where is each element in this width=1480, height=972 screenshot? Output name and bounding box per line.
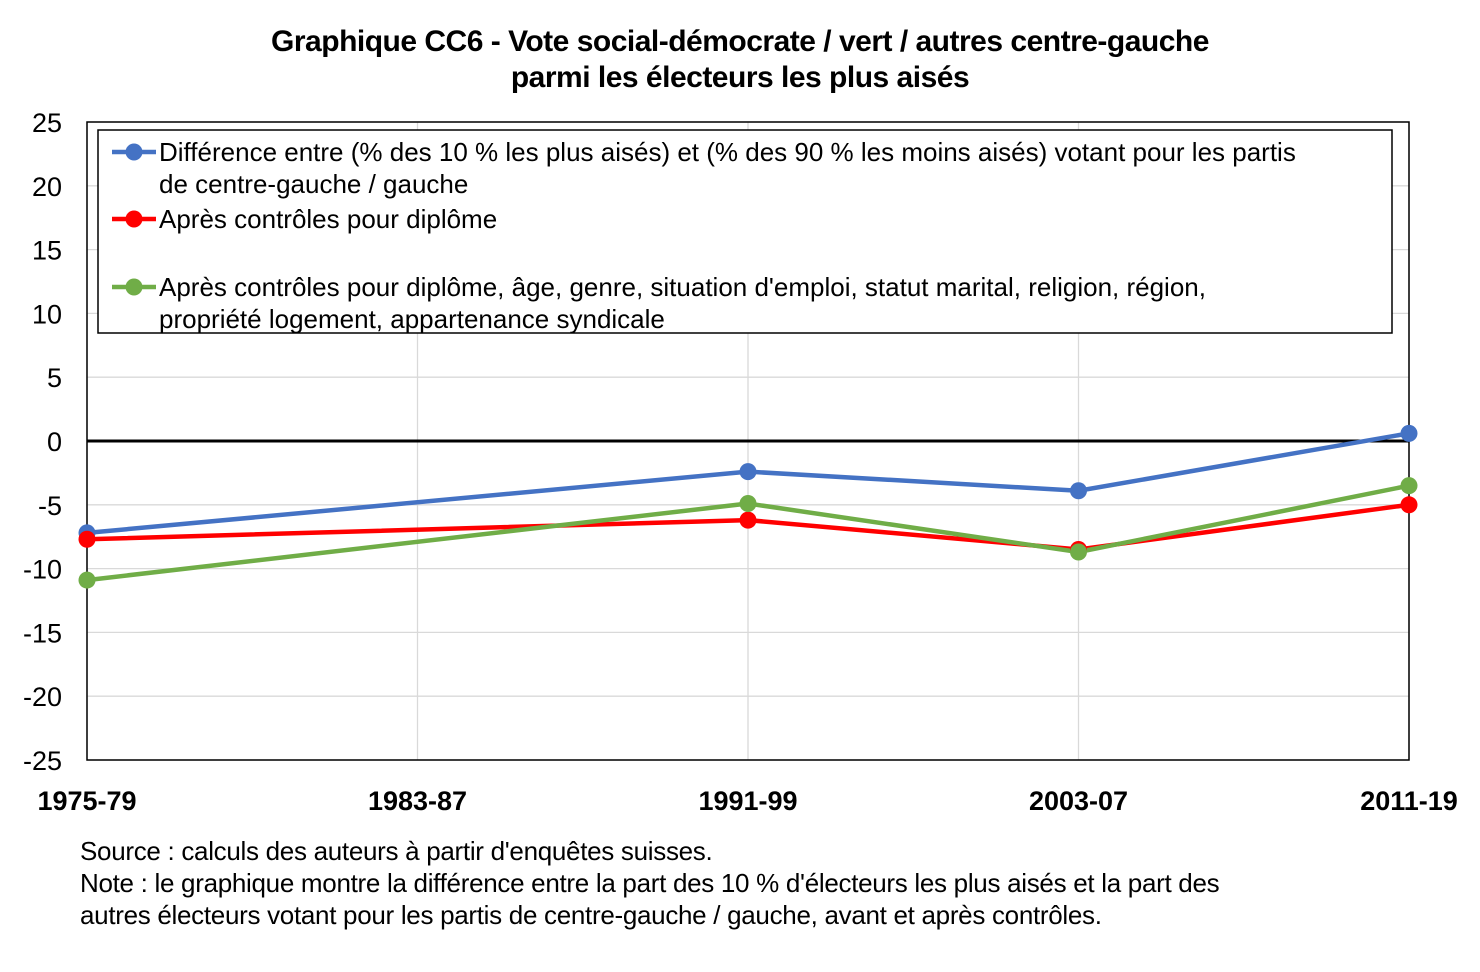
- chart-title: Graphique CC6 - Vote social-démocrate / …: [0, 24, 1480, 96]
- series-2-point: [78, 530, 96, 548]
- legend-label: Après contrôles pour diplôme: [159, 204, 497, 234]
- legend: Différence entre (% des 10 % les plus ai…: [97, 129, 1393, 334]
- legend-swatch-marker: [125, 278, 143, 296]
- series-line-3: [86, 483, 1410, 583]
- legend-label: de centre-gauche / gauche: [159, 169, 468, 199]
- y-tick-label: -25: [23, 746, 62, 776]
- series-2-point: [1400, 496, 1418, 514]
- legend-label: Après contrôles pour diplôme, âge, genre…: [159, 272, 1206, 302]
- series-line-2: [86, 502, 1410, 552]
- legend-label: Différence entre (% des 10 % les plus ai…: [159, 137, 1296, 167]
- x-tick-label: 1975-79: [37, 786, 136, 816]
- y-tick-label: -15: [23, 618, 62, 648]
- legend-label: propriété logement, appartenance syndica…: [159, 304, 665, 334]
- y-tick-label: 15: [32, 236, 62, 266]
- x-axis-tick-labels: 1975-79 1983-87 1991-99 2003-07 2011-19: [37, 786, 1457, 816]
- legend-box: [97, 129, 1393, 334]
- notes: Source : calculs des auteurs à partir d'…: [80, 835, 1220, 931]
- legend-swatch-marker: [125, 210, 143, 228]
- y-axis-tick-labels: 25 20 15 10 5 0 -5 -10 -15 -20 -25: [23, 108, 62, 776]
- source-note: Source : calculs des auteurs à partir d'…: [80, 836, 713, 866]
- y-tick-label: 20: [32, 172, 62, 202]
- y-tick-label: 5: [47, 363, 62, 393]
- y-tick-label: 0: [47, 427, 62, 457]
- x-tick-label: 2011-19: [1360, 786, 1458, 816]
- y-tick-label: -10: [23, 555, 62, 585]
- series-1-point: [1070, 482, 1087, 500]
- x-tick-label: 2003-07: [1029, 786, 1128, 816]
- chart-title-line-2: parmi les électeurs les plus aisés: [510, 61, 970, 94]
- series-3-point: [1400, 477, 1418, 495]
- series-3-point: [1070, 543, 1087, 561]
- note-line-2: autres électeurs votant pour les partis …: [80, 900, 1102, 930]
- series-lines: [86, 431, 1410, 583]
- series-points: [78, 424, 1418, 589]
- series-3-point: [78, 571, 96, 589]
- y-tick-label: 25: [32, 108, 62, 138]
- x-tick-label: 1983-87: [368, 786, 467, 816]
- series-2-point: [739, 511, 757, 529]
- series-1-point: [1400, 424, 1418, 442]
- chart-title-line-1: Graphique CC6 - Vote social-démocrate / …: [271, 25, 1209, 58]
- series-1-point: [739, 463, 757, 481]
- y-tick-label: -20: [23, 682, 62, 712]
- x-tick-label: 1991-99: [698, 786, 797, 816]
- y-tick-label: 10: [32, 299, 62, 329]
- note-line-1: Note : le graphique montre la différence…: [80, 868, 1220, 898]
- legend-swatch-marker: [125, 143, 143, 161]
- y-tick-label: -5: [38, 491, 62, 521]
- series-line-1: [86, 431, 1410, 536]
- series-3-point: [739, 495, 757, 513]
